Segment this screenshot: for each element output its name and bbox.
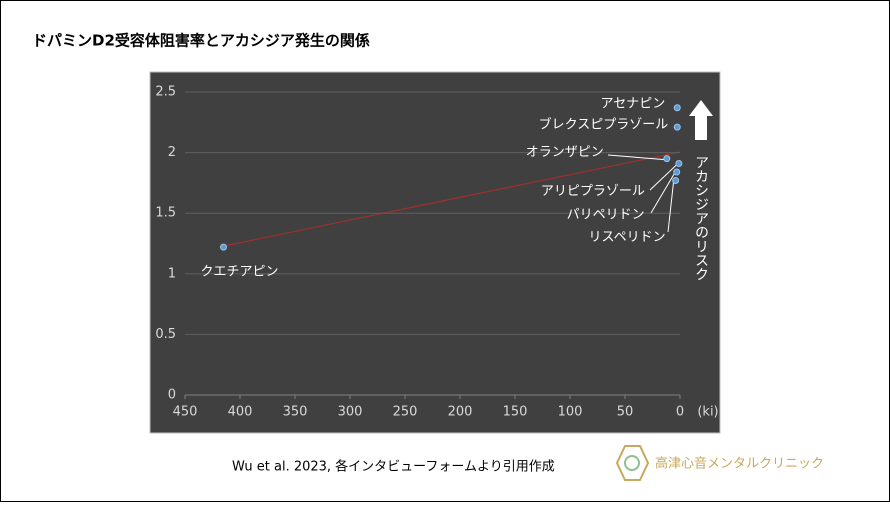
leader-line: [607, 154, 665, 161]
leader-line: [649, 164, 678, 191]
point-label: オランザピン: [526, 145, 604, 160]
x-tick-label: 50: [617, 405, 634, 420]
x-tick-label: 0: [676, 405, 684, 420]
risk-annotation: アカシジアのリスク: [693, 155, 709, 281]
chart-area: [149, 71, 721, 434]
x-tick-label: 300: [338, 405, 363, 420]
clinic-logo-flower: [624, 455, 640, 471]
clinic-name: 高津心音メンタルクリニック: [655, 456, 824, 472]
point: [673, 123, 681, 131]
x-tick-label: 350: [283, 405, 308, 420]
source-note: Wu et al. 2023, 各インタビューフォームより引用作成: [232, 459, 555, 475]
x-tick-label: 450: [173, 405, 198, 420]
risk-arrow: [689, 100, 713, 140]
x-tick-label: 250: [393, 405, 418, 420]
x-tick-label: 150: [503, 405, 528, 420]
point: [672, 176, 680, 184]
x-tick-label: 400: [228, 405, 253, 420]
y-tick-label: 2.5: [155, 85, 176, 100]
point-label: アリピプラゾール: [541, 184, 645, 199]
point-label: パリペリドン: [567, 207, 645, 222]
x-tick-label: 100: [558, 405, 583, 420]
point-label: リスペリドン: [589, 230, 666, 245]
x-axis-label: (ki): [697, 405, 718, 420]
slide-title: ドパミンD2受容体阻害率とアカシジア発生の関係: [32, 32, 370, 50]
y-tick-label: 0.5: [155, 327, 176, 342]
point: [675, 160, 683, 168]
point: [673, 104, 681, 112]
y-tick-label: 2: [168, 145, 176, 160]
point-label: アセナピン: [601, 96, 666, 111]
y-tick-label: 1.5: [155, 206, 176, 221]
clinic-logo: [615, 445, 650, 481]
point: [220, 243, 227, 251]
point-label: クエチアピン: [200, 265, 278, 280]
leader-line: [650, 172, 676, 214]
point-label: ブレクスピプラゾール: [539, 117, 669, 133]
trend-line: [223, 151, 681, 247]
y-tick-label: 0: [168, 388, 176, 403]
point: [673, 168, 681, 176]
leader-line: [667, 181, 675, 233]
point: [663, 155, 671, 163]
x-tick-label: 200: [448, 405, 473, 420]
y-tick-label: 1: [168, 266, 176, 281]
